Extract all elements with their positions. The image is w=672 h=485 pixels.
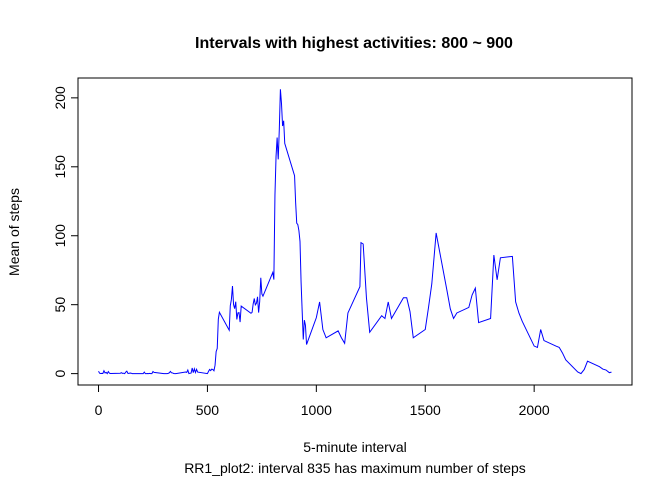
x-tick-label: 1500 [410,402,441,418]
data-line [98,89,612,375]
x-tick-label: 2000 [519,402,550,418]
chart-title: Intervals with highest activities: 800 ~… [195,35,513,52]
y-tick-label: 100 [52,224,68,248]
x-tick-label: 0 [95,402,103,418]
y-tick-label: 150 [52,155,68,179]
y-tick-label: 0 [52,370,68,378]
y-tick-label: 200 [52,86,68,110]
subtitle: RR1_plot2: interval 835 has maximum numb… [184,460,526,476]
x-tick-label: 1000 [301,402,332,418]
y-tick-label: 50 [52,297,68,313]
x-tick-label: 500 [196,402,220,418]
y-axis-label: Mean of steps [6,188,22,276]
x-axis-label: 5-minute interval [303,439,407,455]
